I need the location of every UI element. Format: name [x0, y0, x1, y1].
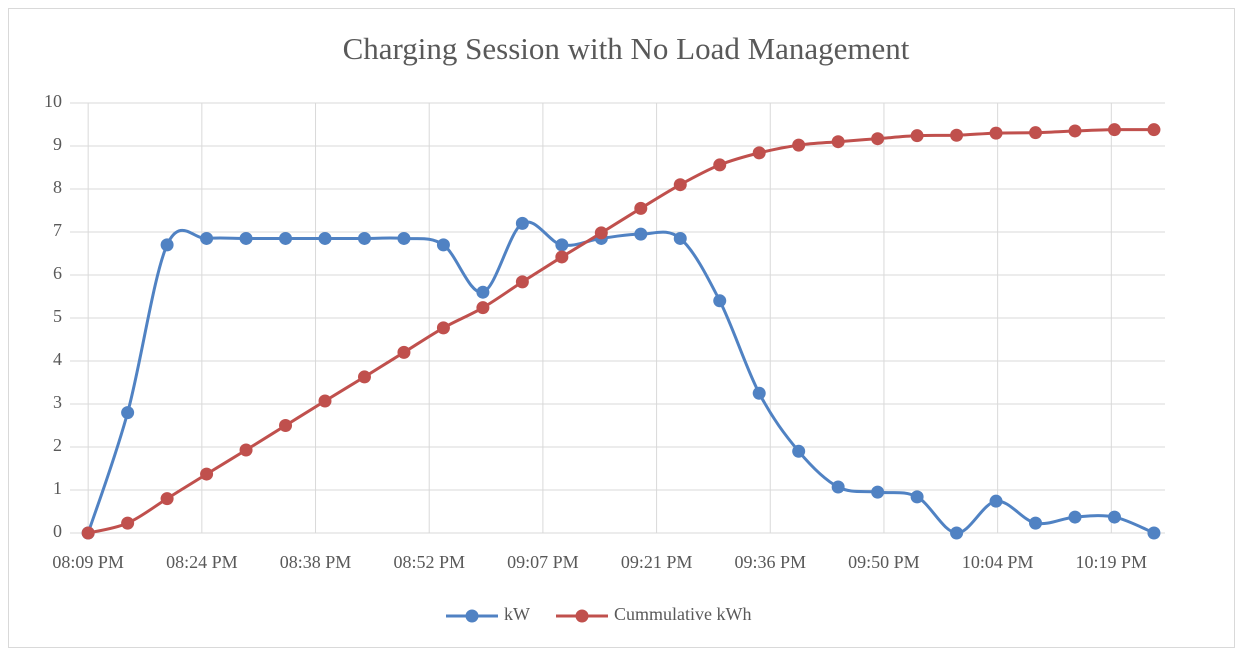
data-point — [1107, 123, 1121, 137]
data-point — [1068, 124, 1082, 138]
y-tick-label: 2 — [53, 435, 62, 455]
data-point — [910, 129, 924, 143]
data-point — [318, 231, 332, 245]
data-point — [1147, 526, 1161, 540]
x-tick-label: 09:36 PM — [734, 552, 806, 572]
x-tick-label: 09:07 PM — [507, 552, 579, 572]
series-line — [87, 128, 1154, 535]
data-point — [752, 146, 766, 160]
x-tick-label: 09:50 PM — [848, 552, 920, 572]
x-tick-label: 10:04 PM — [962, 552, 1034, 572]
data-point — [279, 419, 293, 432]
data-point — [910, 490, 924, 504]
x-tick-label: 08:24 PM — [166, 552, 238, 572]
y-tick-label: 10 — [44, 91, 62, 111]
data-point — [397, 345, 411, 359]
x-tick-label: 10:19 PM — [1076, 552, 1148, 572]
y-tick-label: 8 — [53, 177, 62, 197]
data-point — [200, 467, 214, 481]
data-point — [357, 231, 371, 245]
data-point — [555, 238, 569, 252]
data-point — [1107, 510, 1121, 524]
data-point — [989, 126, 1003, 140]
data-point — [792, 138, 806, 152]
data-point — [279, 231, 293, 245]
data-point — [555, 250, 569, 264]
data-point — [239, 443, 253, 457]
data-point — [871, 485, 885, 499]
y-tick-label: 3 — [53, 392, 62, 412]
data-point — [357, 370, 371, 384]
y-tick-label: 0 — [53, 521, 62, 541]
data-point — [673, 231, 687, 245]
data-point — [318, 394, 332, 408]
legend-marker — [575, 609, 589, 623]
data-point — [200, 231, 214, 245]
data-point — [515, 216, 529, 230]
data-point — [713, 158, 727, 172]
y-tick-label: 6 — [53, 263, 62, 283]
x-tick-label: 09:21 PM — [621, 552, 693, 572]
data-point — [121, 516, 135, 530]
data-point — [792, 444, 806, 458]
y-tick-label: 5 — [53, 306, 62, 326]
data-point — [121, 406, 135, 420]
y-tick-label: 9 — [53, 134, 62, 154]
data-point — [634, 201, 648, 215]
data-point — [831, 135, 845, 149]
y-tick-label: 1 — [53, 478, 62, 498]
data-point — [436, 321, 450, 335]
chart-border — [8, 8, 1235, 648]
data-point — [436, 238, 450, 252]
data-point — [1029, 126, 1043, 140]
data-point — [239, 231, 253, 245]
data-point — [831, 480, 845, 494]
data-point — [476, 301, 490, 315]
legend-marker — [465, 609, 479, 623]
data-point — [989, 494, 1003, 508]
data-point — [515, 275, 529, 289]
data-point — [476, 285, 490, 299]
data-point — [1029, 516, 1043, 530]
data-point — [1147, 123, 1161, 137]
data-point — [160, 492, 174, 506]
data-point — [81, 526, 95, 540]
x-tick-label: 08:38 PM — [280, 552, 352, 572]
data-point — [871, 132, 885, 146]
data-point — [594, 226, 608, 240]
data-point — [673, 178, 687, 192]
chart-title: Charging Session with No Load Management — [343, 31, 910, 66]
data-point — [1068, 510, 1082, 524]
data-point — [397, 231, 411, 245]
data-point — [634, 227, 648, 241]
data-point — [950, 526, 964, 540]
x-tick-label: 08:52 PM — [393, 552, 465, 572]
y-tick-label: 7 — [53, 220, 62, 240]
legend-label: Cummulative kWh — [614, 604, 751, 624]
legend-label: kW — [504, 604, 530, 624]
y-tick-label: 4 — [53, 349, 62, 369]
x-tick-label: 08:09 PM — [52, 552, 124, 572]
data-point — [752, 386, 766, 400]
data-point — [950, 128, 964, 142]
data-point — [160, 238, 174, 252]
data-point — [713, 294, 727, 308]
